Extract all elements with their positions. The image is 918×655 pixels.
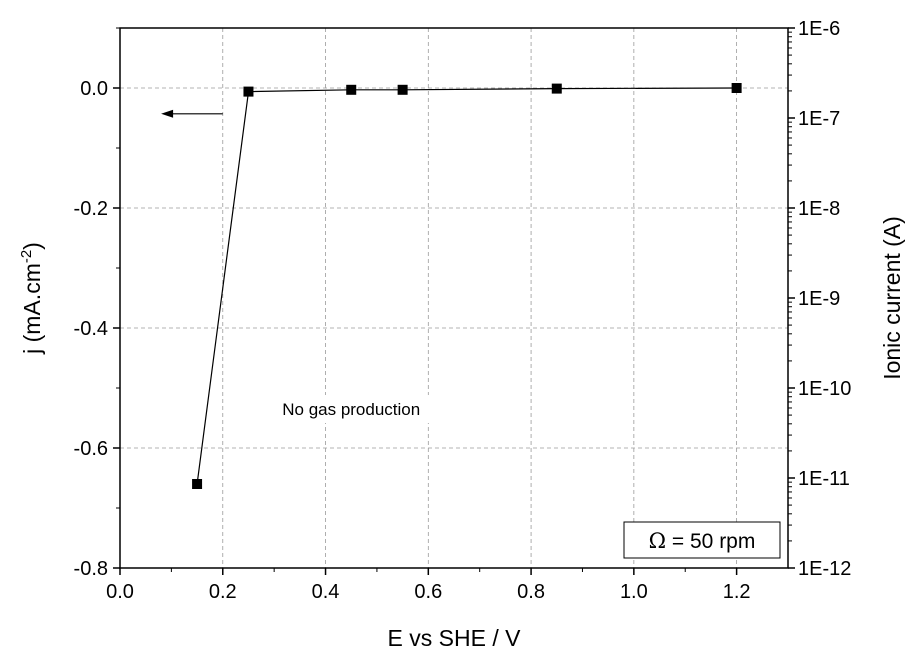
- x-tick-label: 0.6: [414, 581, 442, 603]
- tick-labels: 0.0 0.2 0.4 0.6 0.8 1.0 1.2 -0.8 -0.6 -0.4 -0.2 0.0…: [74, 18, 852, 603]
- legend-text: Ω = 50 rpm: [649, 529, 756, 553]
- data-point: [192, 479, 203, 489]
- arrow-head: [161, 109, 174, 118]
- data-markers: [192, 83, 742, 489]
- axis-indicator-arrow: [161, 109, 223, 118]
- y2-tick-label: 1E-11: [798, 468, 850, 490]
- x-tick-label: 0.4: [312, 581, 340, 603]
- rotation-rate-label: = 50 rpm: [666, 530, 755, 553]
- legend-frame: [623, 521, 781, 559]
- data-point: [397, 84, 408, 95]
- y-axis-title: j (mA.cm-2): [18, 242, 45, 355]
- x-axis-title: E vs SHE / V: [388, 625, 522, 651]
- axis-ticks: [113, 27, 795, 575]
- y-axis-title-close: ): [19, 242, 45, 250]
- y2-tick-label: 1E-12: [798, 558, 851, 580]
- annotation-text: No gas production: [282, 400, 420, 419]
- y-tick-label: -0.2: [74, 198, 108, 220]
- series-lines: [196, 87, 737, 485]
- data-point: [731, 83, 742, 93]
- omega-symbol: Ω: [649, 529, 666, 553]
- x-tick-label: 1.2: [723, 581, 751, 603]
- y2-tick-label: 1E-8: [798, 198, 840, 220]
- annotation-no-gas: No gas production: [269, 395, 434, 423]
- x-tick-label: 0.0: [106, 581, 134, 603]
- y-axis-title-superscript: -2: [18, 250, 35, 263]
- data-point: [346, 84, 357, 95]
- legend-box: Ω = 50 rpm: [623, 521, 781, 559]
- plot-frame: [119, 27, 789, 569]
- y-axis-title-main: j (mA.cm: [19, 263, 45, 355]
- y2-tick-label: 1E-10: [798, 378, 851, 400]
- data-point: [243, 86, 254, 97]
- data-point: [551, 83, 562, 94]
- x-tick-label: 0.2: [209, 581, 237, 603]
- annotation-background: [269, 395, 434, 423]
- y-tick-label: -0.8: [74, 558, 108, 580]
- y2-tick-label: 1E-6: [798, 18, 840, 40]
- y-tick-label: -0.6: [74, 438, 108, 460]
- y-tick-label: -0.4: [74, 318, 108, 340]
- y2-tick-label: 1E-9: [798, 288, 840, 310]
- grid-lines: [120, 28, 788, 568]
- y2-tick-label: 1E-7: [798, 108, 840, 130]
- y-tick-label: 0.0: [80, 78, 108, 100]
- x-tick-label: 0.8: [517, 581, 545, 603]
- y2-axis-title: Ionic current (A): [879, 216, 905, 380]
- series-line: [196, 87, 737, 485]
- x-tick-label: 1.0: [620, 581, 648, 603]
